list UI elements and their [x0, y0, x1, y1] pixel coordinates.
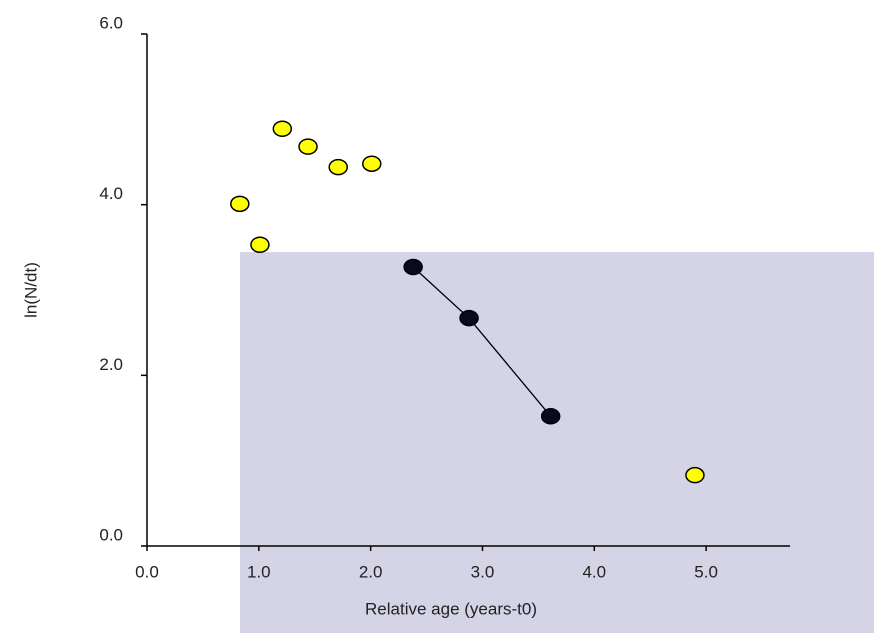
- point: [299, 139, 317, 154]
- chart: Relative age (years-t0) ln(N/dt) 0.0 2.0 4…: [0, 0, 874, 633]
- y-tick-label: 2.0: [99, 355, 123, 374]
- point: [686, 468, 704, 483]
- watermark-background: [240, 252, 874, 633]
- point: [329, 160, 347, 175]
- x-tick-label: 1.0: [247, 562, 271, 581]
- y-tick-label: 4.0: [99, 184, 123, 203]
- point: [542, 409, 560, 424]
- x-tick-label: 0.0: [135, 562, 159, 581]
- x-tick-label: 4.0: [582, 562, 606, 581]
- x-tick-label: 2.0: [359, 562, 383, 581]
- x-axis-label: Relative age (years-t0): [365, 599, 537, 618]
- point: [404, 259, 422, 274]
- x-tick-label: 5.0: [694, 562, 718, 581]
- y-axis-label: ln(N/dt): [21, 262, 40, 318]
- point: [273, 121, 291, 136]
- point: [251, 237, 269, 252]
- point: [460, 311, 478, 326]
- point: [231, 196, 249, 211]
- point: [363, 156, 381, 171]
- y-tick-label: 6.0: [99, 13, 123, 32]
- x-tick-label: 3.0: [471, 562, 495, 581]
- y-tick-label: 0.0: [99, 525, 123, 544]
